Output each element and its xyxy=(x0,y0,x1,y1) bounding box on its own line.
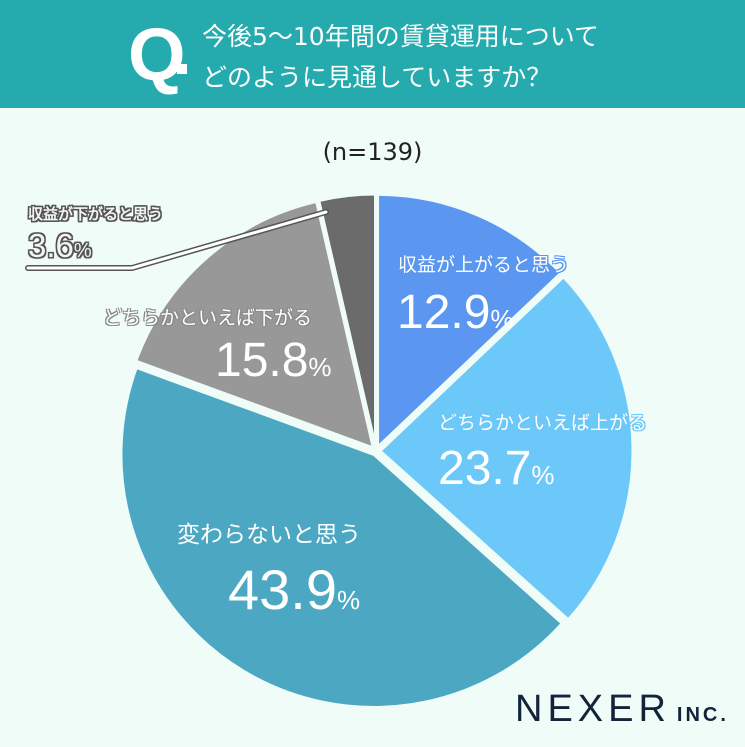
slice-label-slightly-down: どちらかといえば下がる xyxy=(103,307,313,329)
slice-label-down: 収益が下がると思う xyxy=(28,205,164,223)
slice-value-slightly-down: 15.8% xyxy=(215,334,332,387)
slice-down xyxy=(316,192,378,448)
slice-value-up: 12.9% xyxy=(397,286,514,339)
q-dot xyxy=(177,64,187,74)
slice-value-slightly-up: 23.7% xyxy=(438,442,555,495)
slice-unchanged xyxy=(119,365,565,709)
question-line-2: どのように見通していますか？ xyxy=(202,63,552,92)
slice-slightly-up xyxy=(377,274,635,622)
slice-value-down: 3.6% xyxy=(28,227,92,264)
slice-up xyxy=(376,192,564,451)
q-mark: Q xyxy=(128,13,186,96)
slice-slightly-down xyxy=(133,199,376,451)
question-line-1: 今後5〜10年間の賃貸運用について xyxy=(202,22,599,51)
slice-label-slightly-up: どちらかといえば上がる xyxy=(438,412,648,434)
slice-label-unchanged: 変わらないと思う xyxy=(177,522,361,548)
sample-size: (n=139) xyxy=(322,138,423,166)
slice-value-unchanged: 43.9% xyxy=(228,558,361,621)
slice-label-up: 収益が上がると思う xyxy=(398,254,570,276)
question-header: Q 今後5〜10年間の賃貸運用について どのように見通していますか？ xyxy=(0,0,745,108)
nexer-logo: NEXER INC. xyxy=(515,688,729,730)
